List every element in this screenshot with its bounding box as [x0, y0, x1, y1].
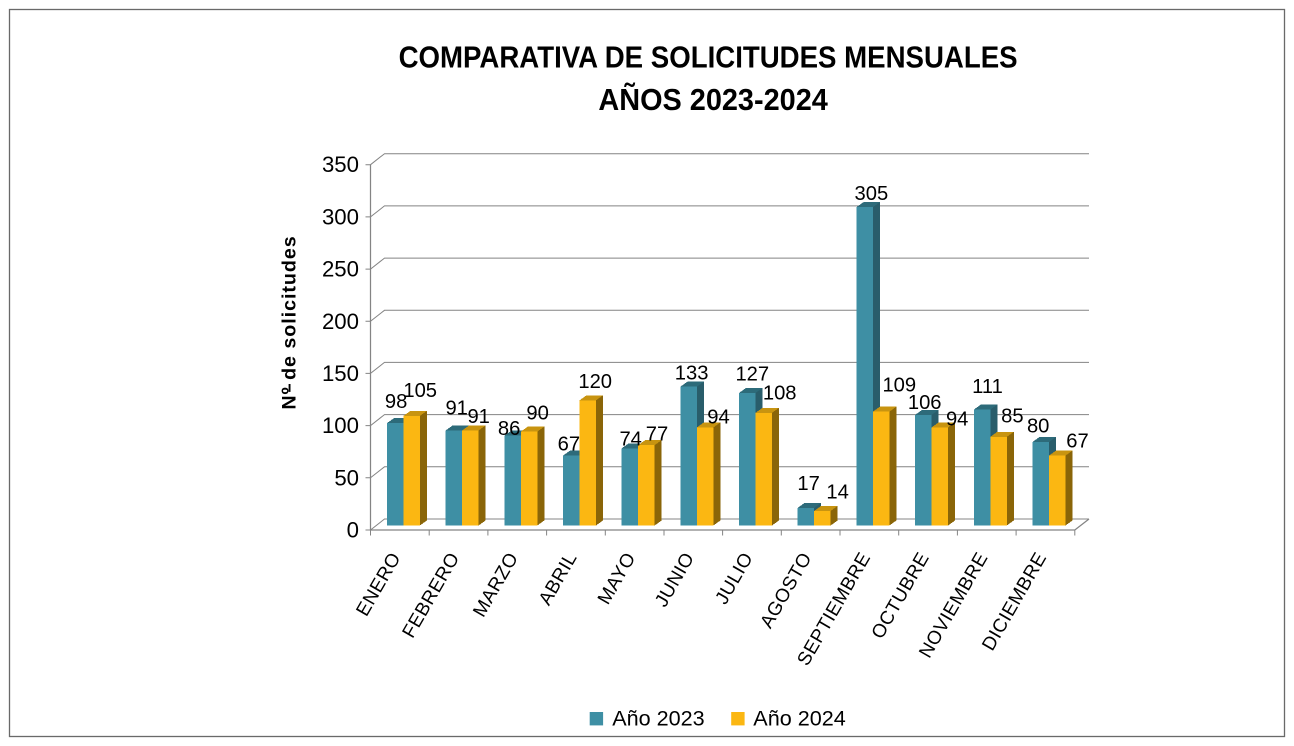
svg-text:91: 91 — [467, 406, 489, 428]
svg-text:77: 77 — [646, 423, 668, 445]
svg-text:100: 100 — [322, 413, 359, 438]
svg-text:91: 91 — [445, 397, 467, 419]
svg-text:Nº de solicitudes: Nº de solicitudes — [279, 235, 301, 409]
svg-text:0: 0 — [347, 518, 359, 543]
svg-text:AÑOS 2023-2024: AÑOS 2023-2024 — [598, 82, 827, 117]
svg-text:105: 105 — [403, 380, 437, 402]
svg-text:127: 127 — [735, 363, 769, 385]
svg-text:200: 200 — [322, 309, 359, 334]
svg-text:108: 108 — [763, 383, 797, 405]
svg-text:Año 2023: Año 2023 — [612, 705, 704, 730]
svg-text:94: 94 — [946, 409, 968, 431]
svg-text:120: 120 — [578, 371, 612, 393]
svg-text:17: 17 — [797, 473, 819, 495]
svg-text:305: 305 — [855, 183, 889, 205]
svg-text:86: 86 — [498, 418, 520, 440]
svg-text:67: 67 — [1066, 430, 1088, 452]
svg-text:74: 74 — [619, 429, 641, 451]
svg-text:250: 250 — [322, 257, 359, 282]
svg-text:50: 50 — [334, 465, 359, 490]
svg-text:98: 98 — [385, 391, 407, 413]
svg-text:85: 85 — [1001, 406, 1023, 428]
svg-text:90: 90 — [526, 403, 548, 425]
svg-text:109: 109 — [882, 374, 916, 396]
svg-text:67: 67 — [558, 433, 580, 455]
svg-text:133: 133 — [675, 362, 709, 384]
svg-text:Año 2024: Año 2024 — [753, 705, 845, 730]
svg-text:80: 80 — [1027, 415, 1049, 437]
svg-text:350: 350 — [322, 152, 359, 177]
svg-text:150: 150 — [322, 361, 359, 386]
svg-text:111: 111 — [972, 376, 1003, 398]
svg-text:300: 300 — [322, 204, 359, 229]
svg-text:COMPARATIVA DE SOLICITUDES MEN: COMPARATIVA DE SOLICITUDES MENSUALES — [399, 40, 1018, 75]
svg-text:106: 106 — [908, 392, 942, 414]
svg-text:94: 94 — [707, 406, 729, 428]
svg-text:14: 14 — [826, 481, 848, 503]
